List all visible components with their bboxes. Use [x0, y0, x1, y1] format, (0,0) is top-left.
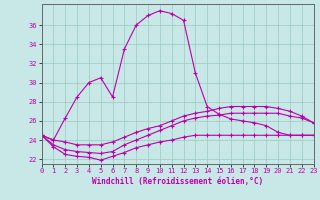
- X-axis label: Windchill (Refroidissement éolien,°C): Windchill (Refroidissement éolien,°C): [92, 177, 263, 186]
